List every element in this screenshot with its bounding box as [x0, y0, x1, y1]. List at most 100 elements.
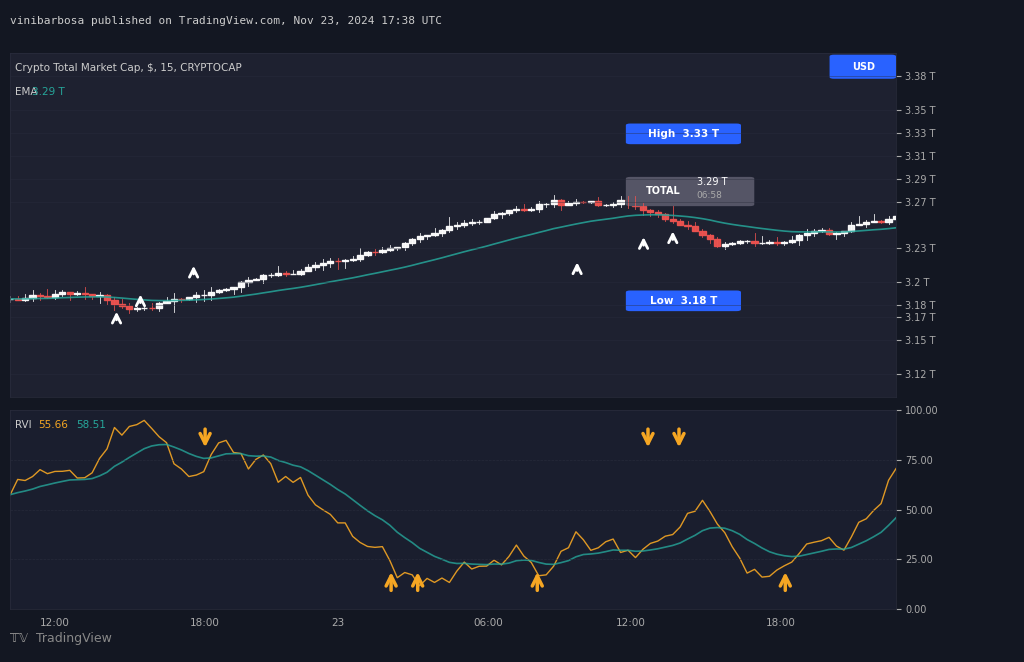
Bar	[752, 241, 758, 243]
Bar	[647, 211, 653, 212]
Bar	[788, 240, 795, 242]
Bar	[439, 230, 445, 233]
Bar	[417, 236, 423, 240]
Bar	[74, 293, 80, 294]
Bar	[588, 201, 594, 202]
Bar	[52, 294, 58, 297]
Bar	[521, 209, 527, 210]
Bar	[30, 295, 36, 299]
Text: 3.29 T: 3.29 T	[33, 87, 66, 97]
Bar	[565, 203, 571, 205]
Bar	[185, 297, 191, 299]
Bar	[684, 224, 690, 226]
Bar	[633, 201, 639, 206]
Bar	[729, 242, 735, 244]
Bar	[878, 221, 884, 222]
Bar	[670, 219, 676, 221]
Bar	[119, 305, 125, 306]
Bar	[82, 293, 88, 294]
Bar	[841, 231, 847, 232]
Bar	[610, 204, 616, 205]
Bar	[796, 235, 803, 240]
Bar	[238, 282, 244, 287]
Bar	[893, 216, 899, 218]
Text: 06:58: 06:58	[696, 191, 723, 201]
Bar	[446, 226, 453, 230]
Bar	[848, 224, 854, 231]
Bar	[870, 221, 877, 222]
Bar	[44, 296, 50, 297]
Bar	[156, 303, 162, 308]
Bar	[275, 273, 282, 275]
Bar	[409, 240, 416, 244]
Bar	[260, 275, 266, 279]
Bar	[722, 244, 728, 246]
Bar	[886, 218, 892, 222]
Bar	[67, 293, 73, 294]
Bar	[342, 260, 348, 261]
Bar	[431, 233, 437, 235]
FancyBboxPatch shape	[626, 124, 741, 144]
Bar	[297, 271, 304, 273]
Bar	[654, 212, 660, 214]
Bar	[103, 295, 111, 300]
Bar	[387, 248, 393, 250]
Text: High  3.33 T: High 3.33 T	[648, 129, 719, 139]
Bar	[349, 259, 355, 260]
Bar	[37, 295, 43, 296]
Bar	[663, 214, 669, 219]
Bar	[164, 301, 170, 303]
Bar	[365, 252, 371, 255]
Text: TOTAL: TOTAL	[646, 185, 681, 196]
Bar	[506, 211, 512, 213]
Bar	[461, 222, 467, 224]
Bar	[595, 201, 601, 205]
Bar	[617, 200, 624, 204]
Bar	[112, 300, 118, 305]
Bar	[640, 206, 646, 211]
Bar	[551, 200, 557, 204]
Bar	[536, 205, 542, 209]
Bar	[59, 293, 66, 294]
Bar	[312, 265, 318, 267]
Text: EMA: EMA	[14, 87, 44, 97]
Bar	[305, 267, 311, 271]
Text: Low  3.18 T: Low 3.18 T	[650, 296, 717, 306]
Bar	[804, 233, 810, 235]
Text: 𝕋𝕍  TradingView: 𝕋𝕍 TradingView	[10, 632, 112, 645]
Bar	[357, 255, 364, 259]
Text: 58.51: 58.51	[77, 420, 106, 430]
Bar	[319, 263, 326, 265]
Bar	[513, 209, 519, 211]
Bar	[171, 299, 177, 301]
Text: Crypto Total Market Cap, $, 15, CRYPTOCAP: Crypto Total Market Cap, $, 15, CRYPTOCA…	[14, 64, 242, 73]
Bar	[707, 235, 713, 240]
Bar	[89, 294, 95, 296]
FancyBboxPatch shape	[829, 55, 896, 79]
Bar	[490, 214, 498, 218]
Bar	[528, 209, 535, 210]
Bar	[208, 292, 214, 295]
Text: vinibarbosa published on TradingView.com, Nov 23, 2024 17:38 UTC: vinibarbosa published on TradingView.com…	[10, 16, 442, 26]
Bar	[811, 232, 817, 233]
Bar	[401, 244, 408, 247]
Bar	[699, 231, 706, 235]
Bar	[394, 247, 400, 248]
Text: 3.29 T: 3.29 T	[696, 177, 727, 187]
Bar	[483, 218, 489, 222]
Bar	[677, 221, 683, 224]
Bar	[715, 240, 721, 246]
Bar	[572, 202, 579, 203]
Bar	[774, 242, 780, 243]
FancyBboxPatch shape	[626, 291, 741, 311]
Text: 55.66: 55.66	[39, 420, 69, 430]
Bar	[781, 242, 787, 243]
Bar	[692, 226, 698, 231]
Bar	[863, 222, 869, 224]
Text: USD: USD	[852, 62, 874, 71]
Bar	[194, 295, 200, 297]
Bar	[818, 230, 824, 232]
Bar	[328, 261, 334, 263]
Text: RVI: RVI	[14, 420, 38, 430]
Bar	[834, 232, 840, 234]
